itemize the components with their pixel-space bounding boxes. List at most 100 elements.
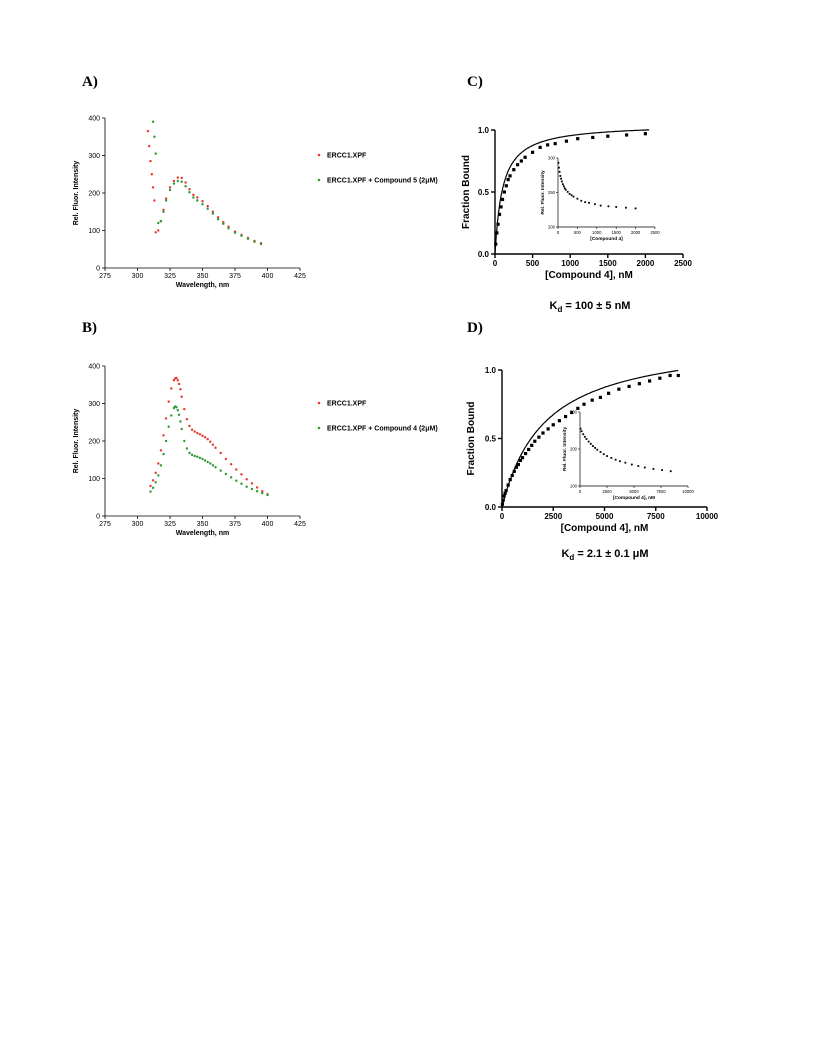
- data-point: [563, 414, 568, 419]
- data-point: [180, 427, 183, 431]
- data-point: [164, 199, 168, 202]
- kd-symbol: K: [549, 300, 558, 312]
- data-point: [495, 231, 499, 235]
- data-point: [172, 179, 176, 183]
- data-point: [203, 459, 207, 462]
- inset-x-tick-label: 1500: [612, 230, 622, 235]
- inset-data-point: [610, 456, 613, 459]
- data-point: [261, 490, 264, 493]
- y-axis-label: Fraction Bound: [466, 402, 477, 476]
- y-tick-label: 0.0: [478, 250, 490, 259]
- data-point: [206, 437, 209, 441]
- inset-data-point: [580, 199, 583, 202]
- data-point: [149, 490, 152, 493]
- chart-a-spectrum: 275 300 325 350 375 400 425 0 100 200 300 400 Wavele…: [73, 115, 438, 289]
- x-tick-label: 0: [493, 259, 498, 268]
- x-tick-label: 5000: [596, 512, 614, 521]
- data-point: [211, 443, 215, 446]
- data-point: [541, 431, 545, 435]
- data-point: [175, 406, 178, 409]
- inset-data-point: [669, 470, 672, 473]
- chart-d-binding: 0 2500 5000 7500 10000 0.0 0.5 1.0 [Compound 4],…: [466, 366, 719, 534]
- inset-data-point: [596, 448, 599, 451]
- data-point: [637, 382, 641, 386]
- x-tick-label: 1500: [599, 259, 617, 268]
- x-tick-label: 2500: [544, 512, 562, 521]
- data-point: [206, 460, 209, 464]
- data-point: [167, 400, 170, 403]
- data-point: [500, 197, 505, 202]
- data-point: [224, 472, 228, 476]
- inset-x-tick-label: 7500: [656, 489, 666, 494]
- data-point: [557, 419, 561, 423]
- data-point: [216, 218, 220, 221]
- data-point: [153, 199, 156, 202]
- data-point: [154, 471, 157, 475]
- data-point: [154, 152, 157, 155]
- data-point: [188, 424, 191, 428]
- data-point: [537, 435, 541, 439]
- inset-data-point: [557, 161, 560, 164]
- inset-data-point: [580, 430, 583, 433]
- kd-value: = 2.1 ± 0.1 μM: [574, 548, 649, 560]
- legend-marker: [317, 153, 321, 157]
- data-point: [598, 395, 602, 399]
- data-point: [159, 464, 163, 467]
- data-point: [497, 212, 502, 216]
- inset-data-point: [614, 458, 617, 461]
- inset-y-tick-label: 300: [548, 156, 556, 161]
- inset-chart: 0 500 1000 1500 2000 2500 200 250 300 [Compound 4…: [540, 156, 660, 243]
- inset-data-point: [558, 170, 561, 173]
- data-point: [512, 168, 516, 172]
- data-point: [167, 425, 170, 428]
- data-point: [219, 469, 222, 472]
- data-point: [184, 185, 187, 188]
- data-point: [214, 446, 217, 449]
- inset-data-point: [599, 451, 602, 453]
- y-tick-label: 400: [88, 363, 100, 370]
- data-point: [627, 384, 631, 389]
- inset-data-point: [602, 453, 605, 456]
- data-point: [180, 395, 183, 398]
- x-tick-label: 275: [99, 273, 111, 280]
- data-point: [151, 186, 155, 189]
- legend-marker: [317, 401, 321, 405]
- y-axis-label: Fraction Bound: [461, 155, 472, 229]
- data-point: [512, 469, 516, 473]
- data-point: [582, 402, 586, 406]
- data-point: [240, 234, 243, 237]
- data-point: [164, 417, 168, 420]
- x-tick-label: 1000: [561, 259, 579, 268]
- data-point: [201, 434, 204, 437]
- data-point: [185, 447, 189, 450]
- inset-x-tick-label: 1000: [592, 230, 602, 235]
- inset-data-point: [593, 203, 596, 206]
- data-point: [198, 433, 202, 436]
- inset-data-point: [568, 192, 571, 195]
- data-point: [261, 491, 264, 495]
- data-point: [538, 145, 542, 149]
- data-point: [153, 135, 156, 138]
- data-point: [159, 219, 163, 223]
- data-point: [157, 229, 160, 232]
- data-point: [591, 135, 595, 140]
- data-point: [203, 436, 207, 439]
- x-tick-label: 275: [99, 521, 111, 528]
- data-point: [211, 210, 215, 213]
- inset-data-point: [589, 442, 592, 445]
- data-point: [229, 476, 233, 479]
- inset-data-point: [587, 440, 590, 443]
- data-point: [164, 439, 168, 443]
- y-tick-label: 300: [88, 401, 100, 408]
- data-point: [255, 490, 259, 493]
- inset-chart: 0 2500 5000 7500 10000 100 200 300 [Compound 4],…: [562, 410, 694, 502]
- data-point: [607, 391, 611, 395]
- data-point: [266, 493, 269, 497]
- data-point: [515, 163, 520, 167]
- data-point: [523, 155, 527, 159]
- data-point: [177, 413, 181, 416]
- x-axis-label: Wavelength, nm: [176, 530, 229, 537]
- x-axis-label: [Compound 4], nM: [561, 523, 649, 534]
- data-point: [179, 420, 182, 423]
- y-tick-label: 1.0: [478, 126, 490, 135]
